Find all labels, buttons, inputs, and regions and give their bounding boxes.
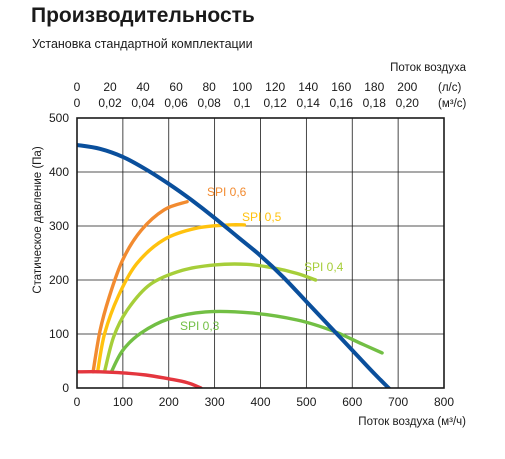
chart-curves: [77, 143, 392, 388]
spi-label: SPI 0,4: [304, 260, 344, 274]
tick-labels: 0 100 200 300 400 500 600 700 800010020030040050…: [49, 80, 454, 409]
top-tick-label-m3s: 0,02: [98, 96, 122, 110]
x-tick-label: 400: [250, 395, 270, 409]
top-tick-label-ls: 100: [232, 80, 252, 94]
top-tick-label-ls: 120: [265, 80, 285, 94]
top-axis-unit-ls: (л/с): [438, 82, 461, 94]
top-tick-label-m3s: 0,18: [363, 96, 387, 110]
series-line-spi: [109, 309, 384, 374]
plot-frame: [76, 117, 445, 389]
y-tick-label: 500: [49, 111, 69, 125]
x-tick-label: 200: [159, 395, 179, 409]
spi-labels: SPI 0,6 SPI 0,5 SPI 0,4 SPI 0,3: [180, 185, 344, 333]
y-tick-label: 400: [49, 165, 69, 179]
top-tick-label-m3s: 0: [74, 96, 81, 110]
top-tick-label-ls: 140: [298, 80, 318, 94]
top-axis-unit-m3s: (м³/с): [438, 98, 467, 110]
top-tick-label-m3s: 0,20: [396, 96, 420, 110]
series-line-spi: [91, 200, 189, 374]
top-tick-label-m3s: 0,1: [234, 96, 251, 110]
series-line-spi: [102, 262, 318, 374]
top-tick-label-ls: 160: [331, 80, 351, 94]
top-tick-label-m3s: 0,06: [164, 96, 188, 110]
top-tick-label-ls: 60: [169, 80, 183, 94]
y-axis-label: Статическое давление (Па): [32, 146, 44, 293]
spi-label: SPI 0,6: [207, 185, 247, 199]
y-tick-label: 200: [49, 273, 69, 287]
x-tick-label: 300: [205, 395, 225, 409]
y-tick-label: 100: [49, 327, 69, 341]
y-tick-label: 300: [49, 219, 69, 233]
top-tick-label-m3s: 0,16: [330, 96, 354, 110]
series-line-minimum-curve: [77, 370, 203, 388]
top-tick-label-ls: 200: [397, 80, 417, 94]
page-title: Производительность: [31, 4, 255, 27]
series-line-fan-curve: [77, 143, 392, 388]
x-tick-label: 700: [388, 395, 408, 409]
x-tick-label: 0: [74, 395, 81, 409]
top-tick-label-ls: 180: [364, 80, 384, 94]
x-tick-label: 800: [434, 395, 454, 409]
y-tick-label: 0: [62, 381, 69, 395]
spi-label: SPI 0,3: [180, 319, 220, 333]
top-axis-title: Поток воздуха: [390, 62, 467, 74]
x-axis-label: Поток воздуха (м³/ч): [358, 416, 466, 428]
top-tick-label-ls: 40: [136, 80, 150, 94]
page-subtitle: Установка стандартной комплектации: [32, 37, 253, 51]
x-tick-label: 500: [296, 395, 316, 409]
top-tick-label-m3s: 0,08: [197, 96, 221, 110]
spi-label: SPI 0,5: [242, 210, 282, 224]
top-tick-label-m3s: 0,12: [264, 96, 288, 110]
series-line-spi: [95, 222, 247, 374]
top-tick-label-ls: 0: [74, 80, 81, 94]
top-tick-label-ls: 20: [103, 80, 117, 94]
top-tick-label-m3s: 0,04: [131, 96, 155, 110]
top-tick-label-m3s: 0,14: [297, 96, 321, 110]
top-tick-label-ls: 80: [202, 80, 216, 94]
grid-lines: [77, 118, 444, 388]
x-tick-label: 600: [342, 395, 362, 409]
x-tick-label: 100: [113, 395, 133, 409]
